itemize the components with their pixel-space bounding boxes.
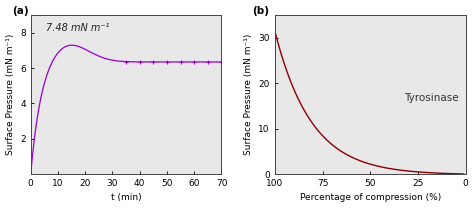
X-axis label: Percentage of compression (%): Percentage of compression (%)	[300, 193, 441, 202]
X-axis label: t (min): t (min)	[111, 193, 141, 202]
Y-axis label: Surface Pressure (mN m⁻¹): Surface Pressure (mN m⁻¹)	[244, 34, 253, 155]
Text: Tyrosinase: Tyrosinase	[404, 93, 459, 103]
Y-axis label: Surface Pressure (mN m⁻¹): Surface Pressure (mN m⁻¹)	[6, 34, 15, 155]
Text: (a): (a)	[12, 6, 28, 16]
Text: 7.48 mN m⁻¹: 7.48 mN m⁻¹	[46, 23, 109, 33]
Text: (b): (b)	[252, 6, 269, 16]
